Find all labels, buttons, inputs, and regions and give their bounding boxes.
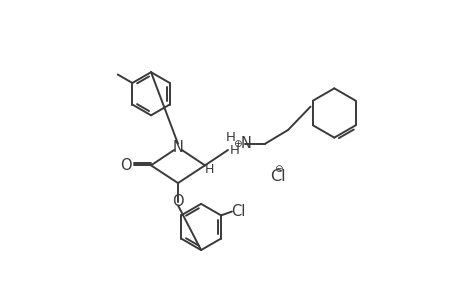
Text: O: O	[120, 158, 132, 173]
Text: O: O	[172, 194, 184, 209]
Text: H: H	[226, 131, 235, 144]
Text: N: N	[240, 136, 251, 151]
Text: Cl: Cl	[230, 204, 245, 219]
Text: N: N	[172, 140, 183, 155]
Text: H: H	[204, 164, 214, 176]
Text: ⊖: ⊖	[273, 164, 282, 174]
Text: Cl: Cl	[270, 169, 285, 184]
Text: H: H	[230, 144, 240, 157]
Text: ⊕: ⊕	[232, 139, 241, 149]
